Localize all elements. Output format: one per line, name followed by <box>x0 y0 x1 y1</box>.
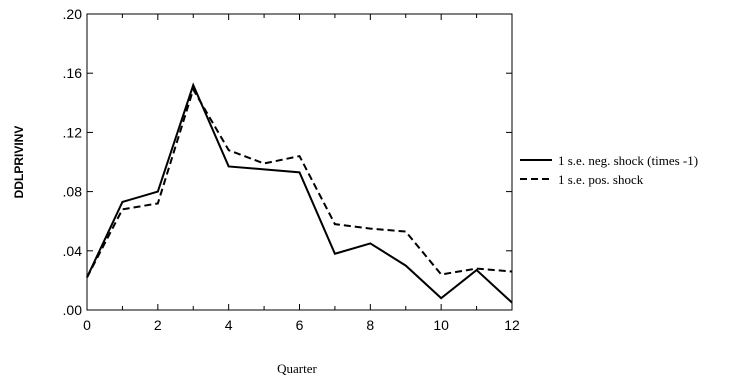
y-axis-label: DDLPRIVINV <box>12 126 26 199</box>
x-tick-label: 0 <box>83 317 91 333</box>
x-axis-label: Quarter <box>277 361 317 376</box>
legend: 1 s.e. neg. shock (times -1) 1 s.e. pos. … <box>520 153 698 187</box>
x-tick-label: 6 <box>296 317 304 333</box>
x-tick-label: 12 <box>504 317 520 333</box>
plot-frame <box>86 13 513 311</box>
legend-label-1: 1 s.e. neg. shock (times -1) <box>558 153 698 168</box>
y-tick-label: .08 <box>63 184 83 200</box>
x-tick-label: 10 <box>433 317 449 333</box>
x-tick-label: 4 <box>225 317 233 333</box>
y-tick-label: .00 <box>63 302 83 318</box>
x-axis: 0 2 4 6 8 10 12 <box>83 14 520 333</box>
x-tick-label: 2 <box>154 317 162 333</box>
series-line-1 <box>86 82 513 304</box>
x-tick-label: 8 <box>366 317 374 333</box>
y-tick-label: .04 <box>63 243 83 259</box>
y-tick-label: .16 <box>63 65 83 81</box>
series-lines <box>86 82 513 304</box>
legend-label-2: 1 s.e. pos. shock <box>558 172 644 187</box>
y-axis: .00 .04 .08 .12 .16 .20 <box>63 6 512 318</box>
y-tick-label: .20 <box>63 6 83 22</box>
series-line-2 <box>86 87 513 278</box>
y-tick-label: .12 <box>63 124 83 140</box>
